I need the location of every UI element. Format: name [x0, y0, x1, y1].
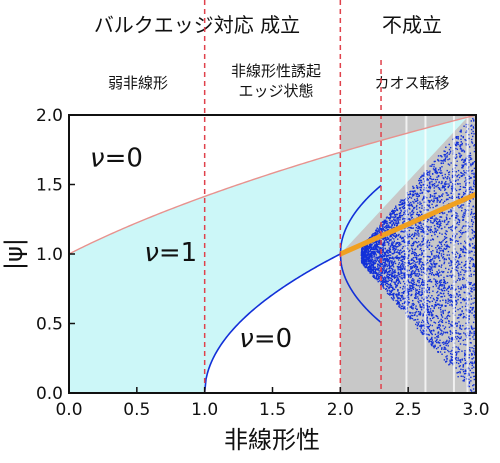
x-tick-label: 2.5 [395, 400, 422, 420]
periodic-window [466, 115, 469, 393]
x-axis-ticks: 0.0 0.5 1.0 1.5 2.0 2.5 3.0 [55, 387, 490, 420]
regime-induced-label-2: エッジ状態 [238, 82, 313, 100]
y-tick-label: 0.5 [36, 315, 63, 335]
period-doubling-branch [339, 253, 382, 324]
upper-bound-curve [69, 115, 476, 255]
regime-chaos-label: カオス転移 [374, 74, 449, 92]
y-tick-label: 1.0 [36, 245, 63, 265]
regime-induced-label-1: 非線形性誘起 [231, 62, 321, 80]
topological-number-labels: ν=0 ν=1 ν=0 [90, 143, 292, 354]
periodic-window [424, 115, 427, 393]
y-axis-ticks: 0.0 0.5 1.0 1.5 2.0 [36, 106, 75, 404]
y-tick-label: 2.0 [36, 106, 63, 126]
x-tick-label: 3.0 [462, 400, 489, 420]
topological-number-label: ν=0 [239, 324, 292, 354]
topological-number-label: ν=0 [90, 143, 143, 173]
x-tick-label: 1.5 [259, 400, 286, 420]
y-tick-label: 1.5 [36, 176, 63, 196]
y-tick-label: 0.0 [36, 384, 63, 404]
edge-branch-curve [203, 253, 341, 393]
x-tick-label: 1.0 [191, 400, 218, 420]
x-tick-label: 2.0 [327, 400, 354, 420]
unstable-mode-line [339, 191, 476, 257]
y-axis-label: |ψ| [0, 238, 28, 270]
period-doubling-branch [339, 184, 382, 255]
periodic-window [405, 115, 408, 393]
x-tick-label: 0.5 [123, 400, 150, 420]
x-axis-label: 非線形性 [224, 426, 320, 454]
periodic-window [452, 115, 455, 393]
topological-number-label: ν=1 [144, 238, 197, 268]
chaos-light-band [340, 115, 476, 254]
header-invalid-label: 不成立 [382, 13, 442, 37]
x-tick-label: 0.0 [55, 400, 82, 420]
header-valid-label: バルクエッジ対応 成立 [94, 13, 300, 37]
regime-weak-label: 弱非線形 [108, 74, 168, 92]
